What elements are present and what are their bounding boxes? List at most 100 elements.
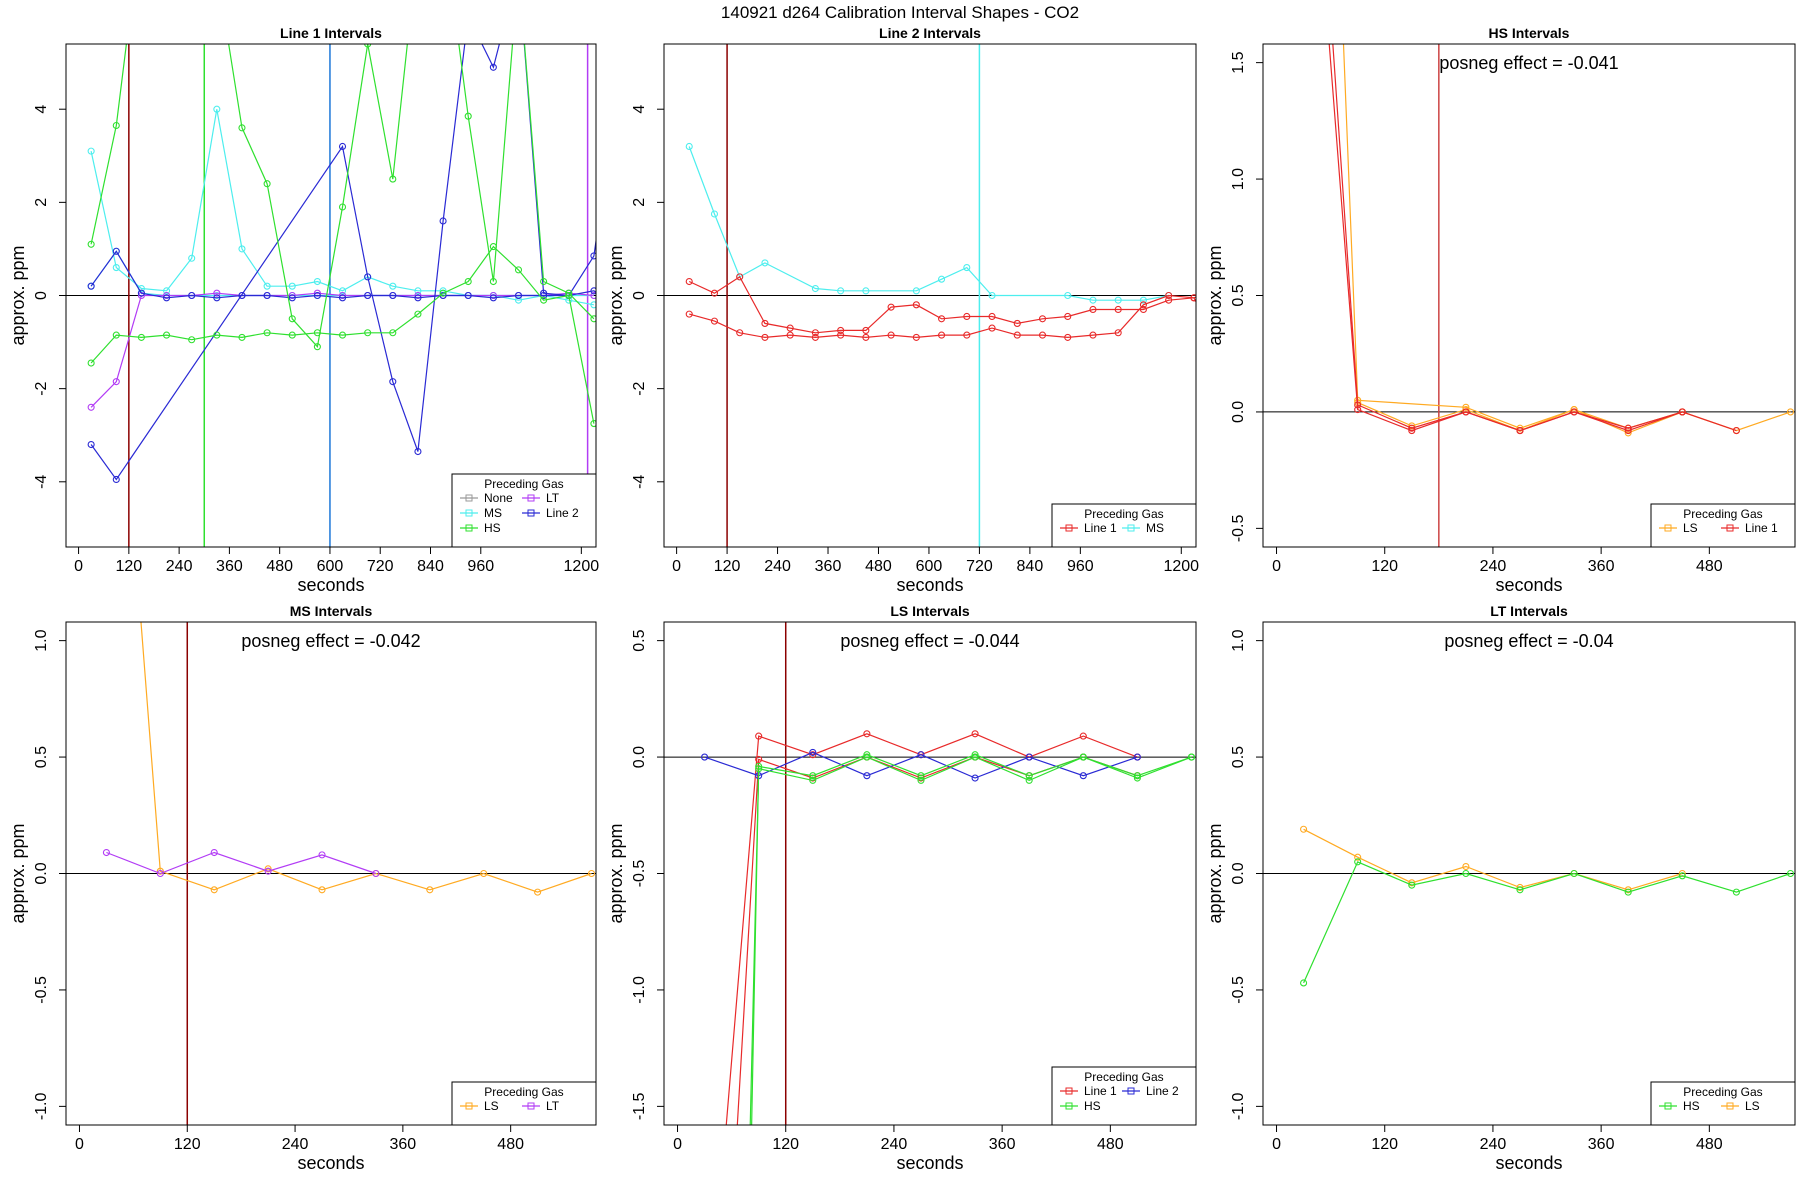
data-point xyxy=(938,275,946,283)
data-point xyxy=(988,291,996,300)
legend-entry: HS xyxy=(1084,1099,1101,1113)
legend-swatch-marker xyxy=(527,1102,535,1110)
data-point xyxy=(540,296,548,304)
x-tick-label: 0 xyxy=(74,558,83,575)
data-point xyxy=(238,124,246,132)
legend-box xyxy=(1650,503,1796,548)
data-point xyxy=(597,209,603,215)
legend-title: Preceding Gas xyxy=(1683,1085,1762,1099)
series-hs xyxy=(749,753,1196,1125)
x-axis-label: seconds xyxy=(1495,575,1562,595)
panel-title: HS Intervals xyxy=(1489,25,1570,41)
data-point xyxy=(364,329,372,337)
data-point xyxy=(87,147,95,155)
data-point xyxy=(1570,408,1578,416)
legend-entry: HS xyxy=(484,521,501,535)
data-point xyxy=(213,291,221,300)
data-point xyxy=(1678,872,1686,880)
data-point xyxy=(1187,753,1196,761)
data-point xyxy=(540,289,548,297)
data-point xyxy=(590,420,596,428)
data-point xyxy=(1624,886,1632,894)
y-tick-label: 1.5 xyxy=(1230,51,1247,73)
legend-entry: Line 2 xyxy=(1146,1084,1179,1098)
data-point xyxy=(313,343,321,351)
data-point xyxy=(389,282,397,290)
data-point xyxy=(1114,329,1122,337)
series-lt xyxy=(102,848,380,878)
series-ms xyxy=(685,142,1173,304)
y-tick-label: -1.0 xyxy=(33,1092,50,1120)
x-tick-label: 480 xyxy=(1696,1136,1723,1153)
data-point xyxy=(338,203,347,211)
data-point xyxy=(1114,305,1122,314)
x-tick-label: 0 xyxy=(673,1136,682,1153)
legend-entry: Line 1 xyxy=(1084,1084,1117,1098)
data-point xyxy=(1408,422,1416,430)
x-tick-label: 240 xyxy=(1480,558,1507,575)
data-point xyxy=(313,291,321,300)
series-line-1 xyxy=(1332,44,1686,435)
legend-swatch-marker xyxy=(1127,1087,1135,1095)
panel-title: LT Intervals xyxy=(1490,603,1568,619)
data-point xyxy=(971,774,979,782)
data-point xyxy=(87,282,95,290)
data-point xyxy=(414,294,422,302)
data-point xyxy=(1139,305,1147,314)
series-ms xyxy=(87,105,596,309)
series-line-2 xyxy=(87,247,596,302)
data-point xyxy=(590,291,596,300)
x-tick-label: 240 xyxy=(282,1136,309,1153)
series-hs xyxy=(1300,858,1795,987)
posneg-annotation: posneg effect = -0.042 xyxy=(241,631,420,651)
data-point xyxy=(1190,294,1196,302)
y-tick-label: 0.5 xyxy=(1230,746,1247,768)
legend-entry: Line 1 xyxy=(1084,521,1117,535)
legend-swatch-marker xyxy=(527,494,535,502)
posneg-annotation: posneg effect = -0.041 xyxy=(1439,53,1618,73)
y-tick-label: 0.0 xyxy=(1230,401,1247,423)
data-point xyxy=(809,748,817,756)
data-point xyxy=(1300,979,1308,987)
legend-entry: LS xyxy=(1683,521,1698,535)
series-line xyxy=(1303,861,1791,984)
chart-hs: HS Intervals 0 120 240 360 480 -0.5 0.0 0.5 1.0 1.… xyxy=(1205,25,1796,595)
data-point xyxy=(489,294,497,302)
y-tick-label: -1.5 xyxy=(631,1092,648,1120)
data-point xyxy=(1089,296,1097,304)
data-point xyxy=(1786,869,1795,878)
data-point xyxy=(534,888,542,896)
data-point xyxy=(130,521,136,527)
y-tick-label: 2 xyxy=(33,198,50,207)
data-point xyxy=(863,730,871,738)
data-point xyxy=(590,315,596,323)
x-tick-label: 0 xyxy=(1272,558,1281,575)
data-point xyxy=(112,247,120,255)
x-tick-label: 720 xyxy=(367,558,394,575)
data-point xyxy=(1624,424,1632,432)
data-point xyxy=(887,331,895,339)
data-point xyxy=(912,333,920,341)
data-point xyxy=(837,287,845,295)
data-point xyxy=(1300,825,1308,833)
data-point xyxy=(710,210,719,218)
data-point xyxy=(1462,406,1470,414)
data-point xyxy=(590,287,596,295)
y-axis-label: approx. ppm xyxy=(606,245,626,345)
y-tick-label: -1.0 xyxy=(1230,1092,1247,1120)
y-tick-label: 4 xyxy=(631,105,648,114)
data-point xyxy=(710,317,719,325)
data-point xyxy=(264,865,272,873)
legend-swatch-marker xyxy=(1127,524,1135,532)
series-lt xyxy=(87,289,596,411)
series-line xyxy=(751,754,1192,1125)
x-axis-label: seconds xyxy=(1495,1153,1562,1173)
x-tick-label: 120 xyxy=(1371,1136,1398,1153)
x-tick-label: 1200 xyxy=(564,558,600,575)
data-point xyxy=(389,175,397,183)
panel-title: LS Intervals xyxy=(890,603,970,619)
x-tick-label: 960 xyxy=(467,558,494,575)
series-line xyxy=(90,250,596,299)
data-point xyxy=(917,776,925,784)
